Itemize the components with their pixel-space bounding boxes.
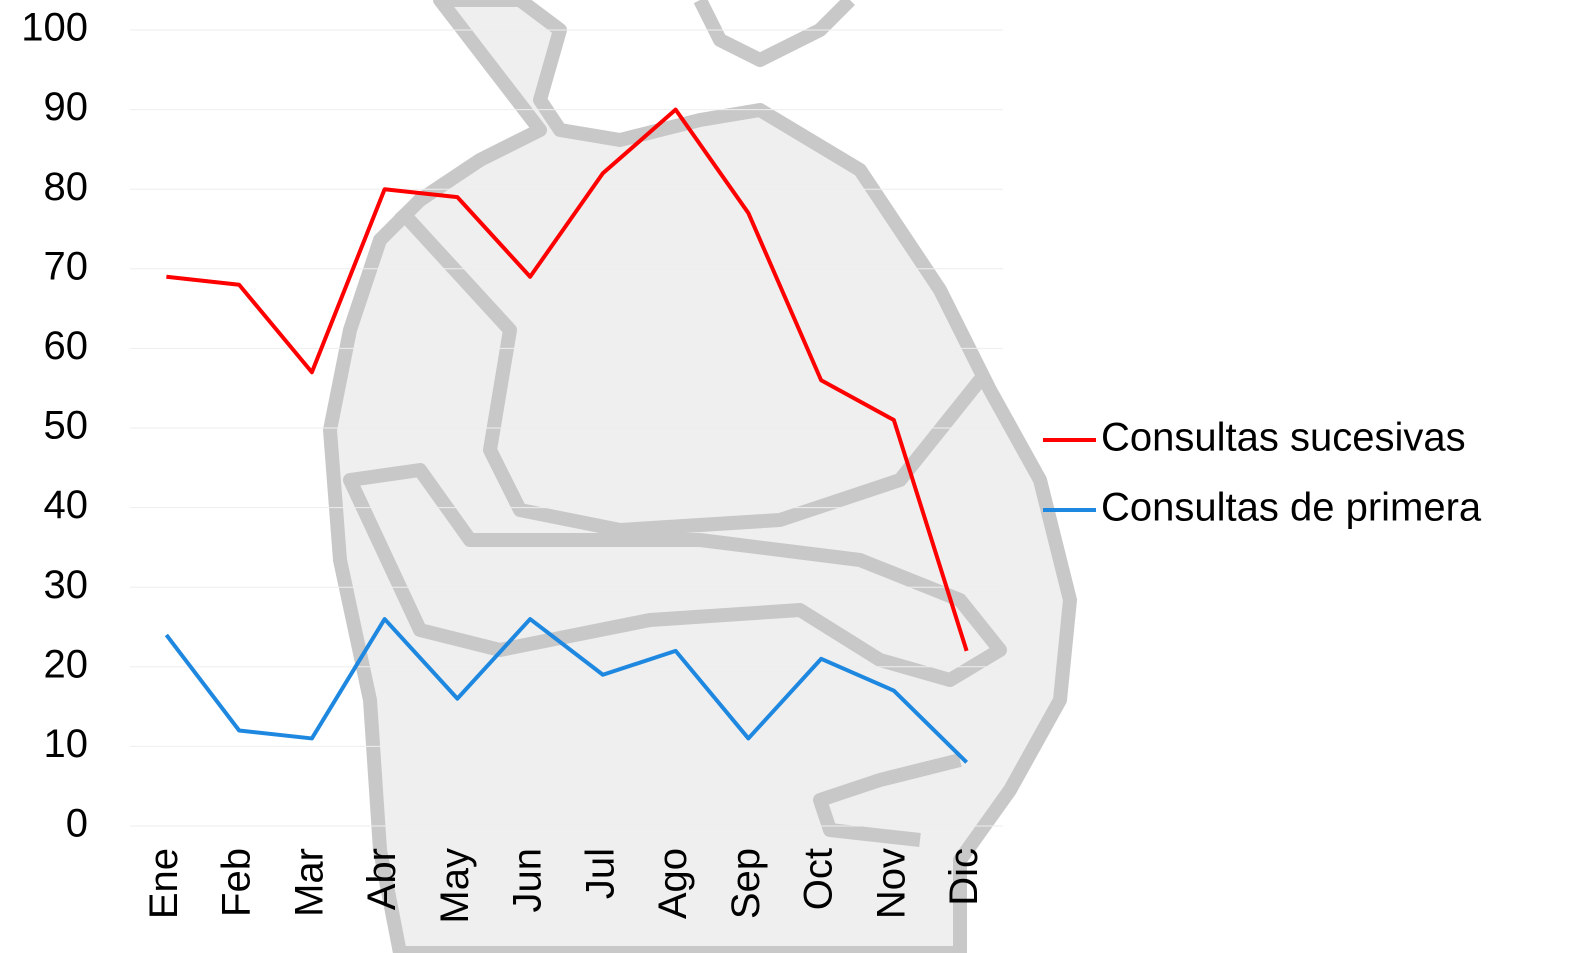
x-tick-label: Dic: [942, 848, 986, 906]
y-tick-label: 70: [44, 244, 89, 288]
y-tick-label: 90: [44, 85, 89, 129]
x-tick-label: Mar: [287, 848, 331, 917]
y-tick-label: 30: [44, 563, 89, 607]
legend-label: Consultas de primera: [1101, 486, 1482, 530]
y-tick-label: 50: [44, 404, 89, 448]
x-tick-label: Abr: [360, 848, 404, 910]
y-tick-label: 80: [44, 165, 89, 209]
y-tick-label: 10: [44, 722, 89, 766]
y-tick-label: 20: [44, 642, 89, 686]
y-tick-label: 40: [44, 483, 89, 527]
x-tick-label: Ago: [651, 848, 695, 919]
x-tick-label: Oct: [797, 848, 841, 910]
x-tick-label: May: [433, 848, 477, 924]
y-tick-label: 0: [66, 802, 88, 846]
x-tick-label: Sep: [724, 848, 768, 919]
x-tick-label: Nov: [869, 848, 913, 919]
legend-label: Consultas sucesivas: [1101, 416, 1466, 460]
chart: 0 10 20 30 40 50 60 70 80 90 100 Ene Feb Mar Abr May Jun…: [0, 0, 1585, 953]
x-tick-label: Jun: [506, 848, 550, 913]
x-tick-label: Ene: [142, 848, 186, 919]
x-tick-label: Jul: [578, 848, 622, 899]
x-tick-label: Feb: [215, 848, 259, 917]
y-tick-label: 100: [21, 6, 88, 50]
y-tick-label: 60: [44, 324, 89, 368]
